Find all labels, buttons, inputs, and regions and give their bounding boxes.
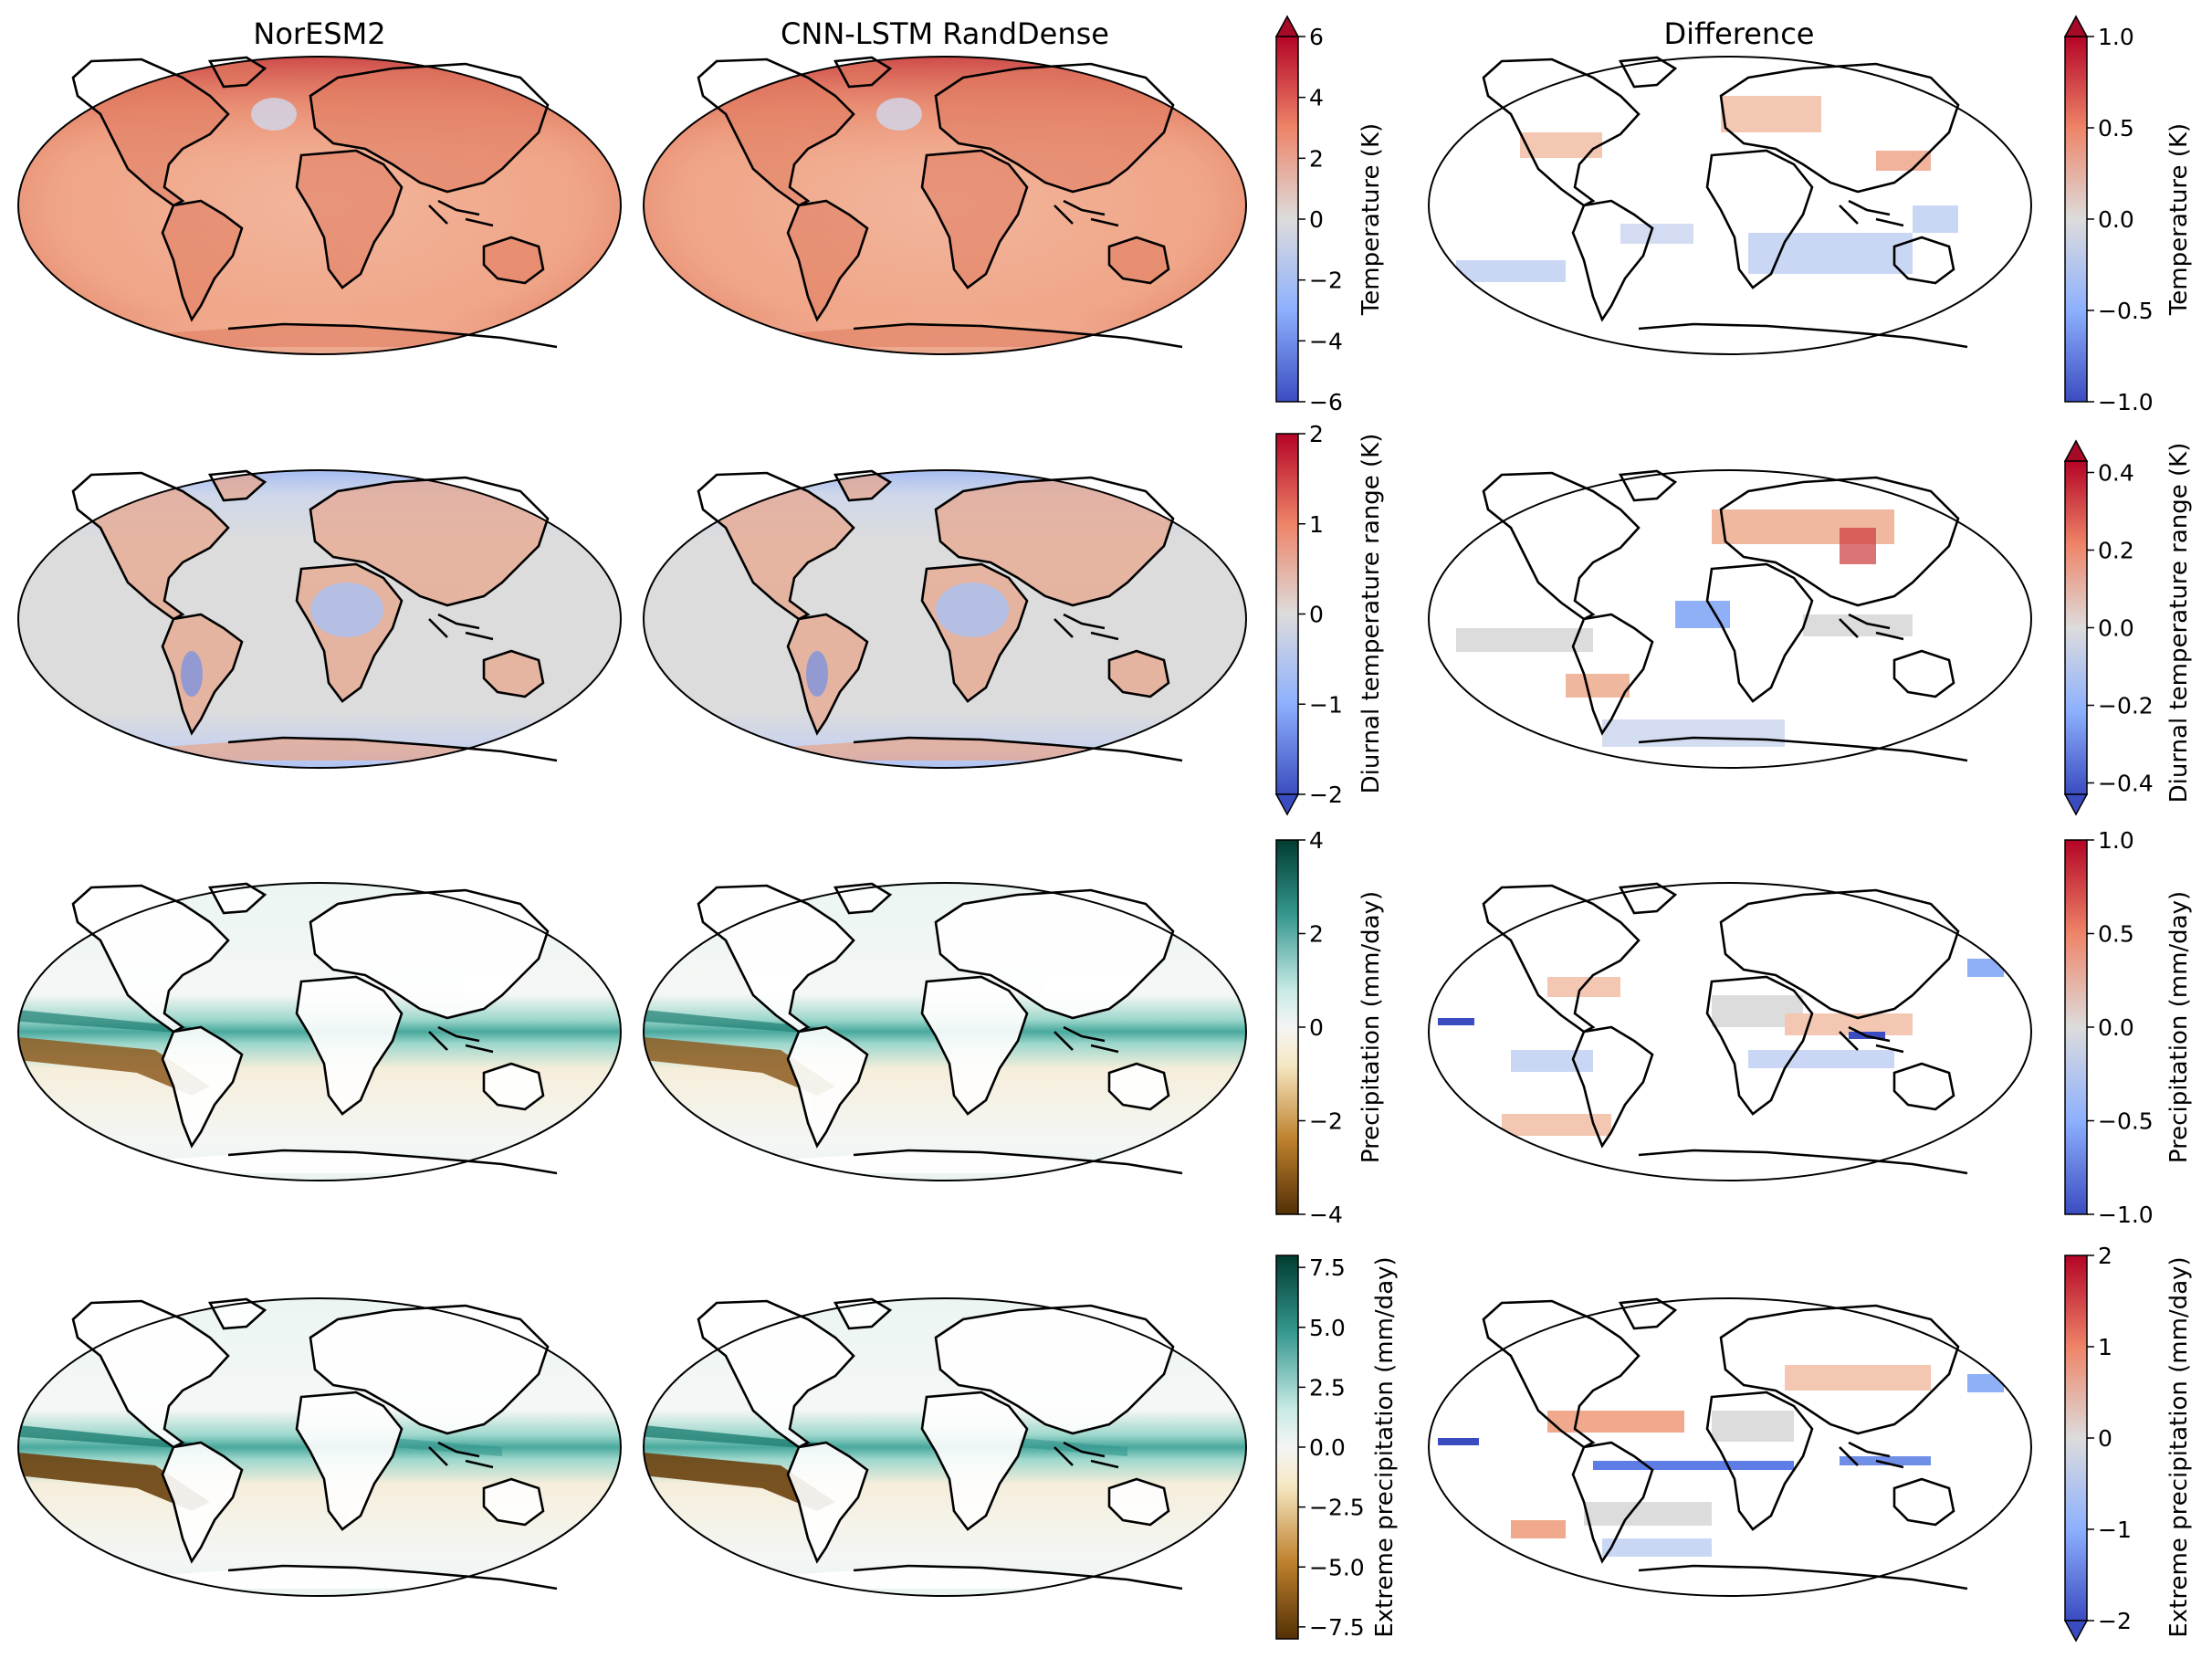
colorbar-tick-label: −0.4 bbox=[2098, 771, 2154, 797]
colorbar-tick-label: −7.5 bbox=[1309, 1614, 1365, 1641]
colorbar-label: Temperature (K) bbox=[1358, 123, 1385, 316]
colorbar-temperature-difference: 1.0 0.5 0.0 −0.5 −1.0 Temperature (K) bbox=[2063, 15, 2193, 415]
colorbar-tick-label: 1 bbox=[1309, 511, 1324, 538]
map-extreme-precip-cnn-lstm bbox=[643, 1297, 1247, 1597]
colorbar-label: Extreme precipitation (mm/day) bbox=[1371, 1256, 1399, 1637]
colorbar-tick-label: 0.2 bbox=[2098, 538, 2134, 564]
colorbar-tick-label: −1 bbox=[2098, 1517, 2132, 1543]
colorbar-tick-label: −2 bbox=[1309, 782, 1343, 808]
colorbar-tick-label: −4 bbox=[1309, 328, 1343, 354]
colorbar-tick-label: 1 bbox=[2098, 1334, 2112, 1360]
colorbar-temperature-main: 6 4 2 0 −2 −4 −6 Temperature (K) bbox=[1274, 15, 1385, 415]
colorbar-tick-label: 2 bbox=[2098, 1243, 2112, 1269]
colorbar-precip-difference: 1.0 0.5 0.0 −0.5 −1.0 Precipitation (mm/day) bbox=[2064, 827, 2193, 1228]
map-extreme-precip-difference bbox=[1428, 1297, 2032, 1597]
colorbar-tick-label: 0.0 bbox=[1309, 1434, 1346, 1461]
colorbar-extreme-precip-main: 7.5 5.0 2.5 0.0 −2.5 −5.0 −7.5 Extreme precipi… bbox=[1275, 1254, 1399, 1641]
colorbar-tick-label: −1.0 bbox=[2098, 1202, 2154, 1228]
colorbar-dtr-main: 2 1 0 −1 −2 Diurnal temperature range (K) bbox=[1274, 421, 1385, 816]
map-precip-difference bbox=[1428, 882, 2032, 1181]
colorbar-tick-label: −2 bbox=[1309, 268, 1343, 294]
colorbar-tick-label: −6 bbox=[1309, 389, 1343, 415]
colorbar-tick-label: −0.5 bbox=[2098, 298, 2154, 324]
colorbar-label: Diurnal temperature range (K) bbox=[1358, 434, 1385, 794]
colorbar-tick-label: −2 bbox=[1309, 1108, 1343, 1135]
colorbar-tick-label: 7.5 bbox=[1309, 1254, 1346, 1281]
colorbar-tick-label: 1.0 bbox=[2098, 24, 2134, 50]
colorbar-tick-label: 0 bbox=[1309, 206, 1324, 233]
colorbar-tick-label: 0.4 bbox=[2098, 460, 2134, 487]
colorbar-tick-label: −0.5 bbox=[2098, 1108, 2154, 1135]
map-extreme-precip-noresm2 bbox=[17, 1297, 622, 1597]
colorbar-tick-label: 6 bbox=[1309, 24, 1324, 50]
colorbar-tick-label: 1.0 bbox=[2098, 827, 2134, 854]
column-title-noresm2: NorESM2 bbox=[253, 16, 385, 51]
map-dtr-cnn-lstm bbox=[643, 469, 1247, 769]
map-dtr-difference bbox=[1428, 469, 2032, 769]
colorbar-tick-label: −1.0 bbox=[2098, 389, 2154, 415]
colorbar-tick-label: 2 bbox=[1309, 921, 1324, 948]
colorbar-tick-label: 2 bbox=[1309, 421, 1324, 447]
column-title-difference: Difference bbox=[1664, 16, 1815, 51]
column-title-cnn-lstm: CNN-LSTM RandDense bbox=[781, 16, 1109, 51]
colorbar-tick-label: 0 bbox=[2098, 1425, 2112, 1452]
colorbar-tick-label: 0.0 bbox=[2098, 615, 2134, 642]
colorbar-tick-label: 2 bbox=[1309, 145, 1324, 172]
map-temperature-difference bbox=[1428, 56, 2032, 355]
map-precip-cnn-lstm bbox=[643, 882, 1247, 1181]
colorbar-tick-label: 4 bbox=[1309, 827, 1324, 854]
colorbar-tick-label: −2 bbox=[2098, 1608, 2132, 1634]
colorbar-tick-label: 2.5 bbox=[1309, 1374, 1346, 1401]
colorbar-tick-label: 4 bbox=[1309, 85, 1324, 111]
colorbar-precip-main: 4 2 0 −2 −4 Precipitation (mm/day) bbox=[1275, 827, 1385, 1228]
map-temperature-noresm2 bbox=[17, 56, 622, 355]
colorbar-tick-label: −1 bbox=[1309, 691, 1343, 718]
map-precip-noresm2 bbox=[17, 882, 622, 1181]
colorbar-dtr-difference: 0.4 0.2 0.0 −0.2 −0.4 Diurnal temperature ra… bbox=[2063, 439, 2193, 816]
colorbar-label: Extreme precipitation (mm/day) bbox=[2165, 1256, 2193, 1637]
colorbar-extreme-precip-difference: 2 1 0 −1 −2 Extreme precipitation (mm/day) bbox=[2063, 1243, 2193, 1643]
map-dtr-noresm2 bbox=[17, 469, 622, 769]
colorbar-tick-label: 0.0 bbox=[2098, 206, 2134, 233]
colorbar-tick-label: 0.0 bbox=[2098, 1014, 2134, 1041]
colorbar-tick-label: −2.5 bbox=[1309, 1495, 1365, 1521]
colorbar-tick-label: 0.5 bbox=[2098, 921, 2134, 948]
colorbar-tick-label: 0 bbox=[1309, 602, 1324, 628]
colorbar-label: Precipitation (mm/day) bbox=[2165, 891, 2193, 1163]
colorbar-tick-label: −4 bbox=[1309, 1202, 1343, 1228]
colorbar-tick-label: 5.0 bbox=[1309, 1315, 1346, 1341]
colorbar-label: Temperature (K) bbox=[2165, 123, 2193, 316]
colorbar-tick-label: −5.0 bbox=[1309, 1554, 1365, 1580]
colorbar-tick-label: 0 bbox=[1309, 1014, 1324, 1041]
colorbar-tick-label: 0.5 bbox=[2098, 115, 2134, 142]
map-temperature-cnn-lstm bbox=[643, 56, 1247, 355]
colorbar-label: Diurnal temperature range (K) bbox=[2165, 443, 2193, 803]
colorbar-label: Precipitation (mm/day) bbox=[1358, 891, 1385, 1163]
colorbar-tick-label: −0.2 bbox=[2098, 693, 2154, 719]
